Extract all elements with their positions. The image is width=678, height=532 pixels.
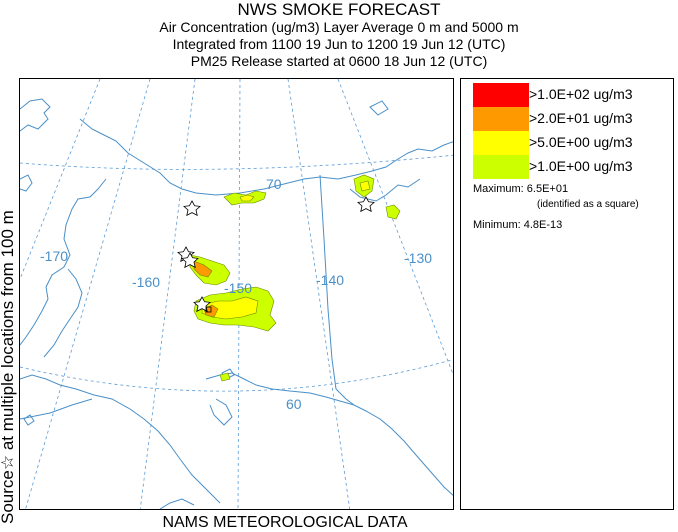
- meridian-160: [139, 79, 196, 509]
- maximum-value: Maximum: 6.5E+01: [473, 183, 569, 195]
- source-side-label: Source☆ at multiple locations from 100 m: [0, 210, 17, 524]
- island-c: [369, 100, 389, 116]
- meridian-140: [287, 79, 351, 509]
- border-panhandle: [335, 388, 355, 406]
- maximum-note: (identified as a square): [537, 199, 639, 210]
- source-markers: [177, 196, 375, 313]
- lon-label-130: -130: [404, 250, 432, 266]
- legend-item: >1.0E+00 ug/m3: [473, 155, 669, 179]
- plume-north-core: [239, 194, 255, 202]
- lon-label-140: -140: [316, 272, 344, 288]
- lat-label-60: 60: [286, 396, 302, 412]
- plume-west-core: [193, 260, 213, 278]
- legend-label: >1.0E+02 ug/m3: [529, 86, 633, 102]
- lat-label-70: 70: [266, 176, 282, 192]
- legend-label: >2.0E+01 ug/m3: [529, 110, 633, 126]
- legend-item: >1.0E+02 ug/m3: [473, 83, 669, 107]
- lon-label-160: -160: [132, 274, 160, 290]
- parallel-70: [20, 154, 453, 170]
- maximum-square: [205, 306, 212, 313]
- grid-labels: -170 -160 -150 -140 -130 70 60: [40, 176, 432, 412]
- legend-swatch: [473, 131, 529, 155]
- map-canvas: -170 -160 -150 -140 -130 70 60: [20, 79, 453, 509]
- peninsula: [20, 398, 93, 420]
- forecast-title: NWS SMOKE FORECAST: [237, 0, 441, 19]
- siberia-coast: [20, 174, 33, 192]
- north-alaska-coast: [79, 118, 453, 196]
- island-b: [23, 414, 35, 426]
- concentration-subtitle: Air Concentration (ug/m3) Layer Average …: [159, 19, 519, 35]
- source-star-2: [357, 196, 375, 213]
- source-star-4: [181, 252, 199, 269]
- minimum-value: Minimum: 4.8E-13: [473, 219, 563, 231]
- smoke-map: -170 -160 -150 -140 -130 70 60: [19, 78, 454, 510]
- lon-label-170: -170: [40, 248, 68, 264]
- south-coast: [205, 372, 453, 496]
- chukotka-coast: [20, 98, 51, 132]
- southwest-coast: [20, 374, 221, 504]
- west-alaska-coast-lower: [43, 268, 83, 358]
- legend-item: >2.0E+01 ug/m3: [473, 107, 669, 131]
- plume-east-small: [385, 204, 401, 220]
- coastlines: [20, 98, 453, 509]
- islands: [159, 498, 195, 509]
- legend-swatch: [473, 107, 529, 131]
- plume-east-core: [359, 180, 371, 192]
- meridian-130: [337, 79, 453, 375]
- legend-item: >5.0E+00 ug/m3: [473, 131, 669, 155]
- release-start: PM25 Release started at 0600 18 Jun 12 (…: [190, 53, 488, 69]
- graticule: [20, 79, 453, 509]
- parallel-60: [20, 359, 453, 392]
- smoke-plumes: [189, 174, 401, 382]
- border-north: [319, 174, 337, 390]
- kenai: [209, 398, 233, 426]
- source-star-1: [183, 200, 201, 217]
- legend-label: >1.0E+00 ug/m3: [529, 158, 633, 174]
- legend-label: >5.0E+00 ug/m3: [529, 134, 633, 150]
- legend-swatch: [473, 155, 529, 179]
- legend-swatch: [473, 83, 529, 107]
- plume-southwest: [219, 372, 231, 382]
- integration-period: Integrated from 1100 19 Jun to 1200 19 J…: [172, 36, 506, 52]
- lon-label-150: -150: [224, 280, 252, 296]
- meridian-170: [25, 79, 151, 509]
- met-data-footer: NAMS METEOROLOGICAL DATA: [162, 514, 408, 531]
- concentration-legend: >1.0E+02 ug/m3 >2.0E+01 ug/m3 >5.0E+00 u…: [460, 78, 674, 510]
- west-alaska-coast: [20, 178, 107, 346]
- canada-arctic: [349, 178, 421, 202]
